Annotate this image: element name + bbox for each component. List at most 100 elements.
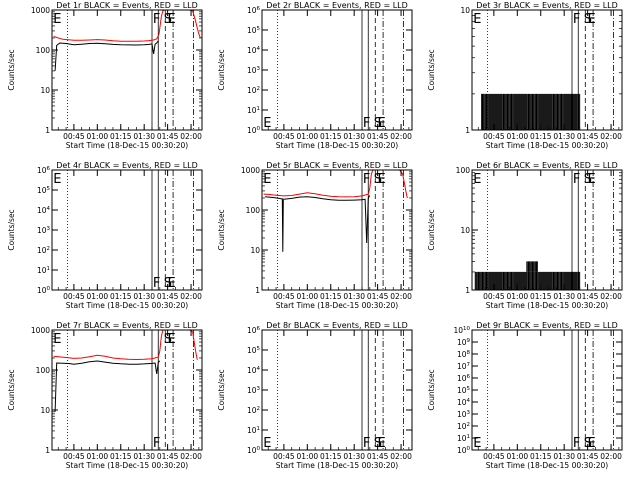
x-tick-label: 01:30 — [553, 132, 575, 141]
y-tick-label: 101 — [457, 434, 470, 443]
event-letter: S — [164, 332, 172, 347]
x-tick-label: 02:00 — [600, 292, 622, 301]
y-tick-label: 1 — [255, 286, 260, 295]
x-tick-label: 02:00 — [180, 132, 202, 141]
panel-det-6: Det 6r BLACK = Events, RED = LLD 1 10 100 00… — [427, 161, 623, 310]
panel-title: Det 3r BLACK = Events, RED = LLD — [476, 1, 618, 10]
event-letter: F — [363, 116, 370, 131]
y-tick-label: 1 — [45, 126, 50, 135]
y-tick-label: 100 — [456, 166, 471, 175]
x-tick-label: 01:30 — [133, 292, 155, 301]
x-tick-label: 01:00 — [507, 292, 529, 301]
panel-det-8: Det 8r BLACK = Events, RED = LLD 100 101 10… — [217, 321, 413, 470]
x-axis-label: Start Time (18-Dec-15 00:30:20) — [276, 141, 398, 150]
event-letter: E — [378, 436, 386, 451]
event-letter: F — [573, 12, 580, 27]
x-tick-label: 01:45 — [157, 452, 179, 461]
y-tick-label: 102 — [457, 422, 470, 431]
x-tick-label: 00:45 — [273, 132, 295, 141]
x-tick-label: 01:45 — [577, 132, 599, 141]
plot-frame — [471, 9, 623, 131]
y-tick-label: 105 — [247, 346, 261, 355]
panel-title: Det 1r BLACK = Events, RED = LLD — [56, 1, 198, 10]
event-letter: F — [363, 436, 370, 451]
event-letter: F — [153, 12, 160, 27]
x-tick-label: 01:00 — [297, 292, 319, 301]
panel-title: Det 9r BLACK = Events, RED = LLD — [476, 321, 618, 330]
event-letter: S — [584, 172, 592, 187]
y-axis-label: Counts/sec — [217, 369, 226, 410]
y-tick-label: 10 — [250, 246, 260, 255]
series-events-spikes — [526, 261, 538, 272]
x-tick-label: 00:45 — [63, 292, 85, 301]
x-tick-label: 00:45 — [63, 452, 85, 461]
x-tick-label: 01:45 — [577, 452, 599, 461]
x-tick-label: 01:00 — [87, 292, 109, 301]
series-lld — [53, 329, 198, 361]
y-tick-label: 1 — [45, 446, 50, 455]
plot-frame — [261, 329, 413, 451]
event-letter: E — [53, 12, 61, 27]
y-tick-label: 103 — [247, 386, 261, 395]
x-tick-label: 01:15 — [320, 292, 342, 301]
series-events-spikes — [481, 93, 581, 130]
event-letter: S — [584, 436, 592, 451]
y-tick-label: 10 — [460, 226, 470, 235]
event-letter: F — [153, 436, 160, 451]
plot-frame — [261, 9, 413, 131]
x-tick-label: 01:30 — [133, 452, 155, 461]
x-tick-label: 01:45 — [367, 452, 389, 461]
y-tick-label: 104 — [457, 398, 471, 407]
series-events — [265, 195, 371, 244]
y-axis-label: Counts/sec — [7, 209, 16, 250]
x-tick-label: 01:00 — [297, 452, 319, 461]
x-axis-label: Start Time (18-Dec-15 00:30:20) — [66, 461, 188, 470]
x-tick-label: 01:15 — [320, 132, 342, 141]
series-events — [54, 360, 161, 412]
event-letter: E — [168, 12, 176, 27]
y-tick-label: 109 — [457, 338, 471, 347]
x-tick-label: 01:45 — [157, 292, 179, 301]
y-axis-label: Counts/sec — [427, 369, 436, 410]
event-letter: E — [168, 332, 176, 347]
event-letter: F — [153, 276, 160, 291]
y-tick-label: 100 — [246, 206, 261, 215]
x-tick-label: 01:15 — [320, 452, 342, 461]
x-axis-label: Start Time (18-Dec-15 00:30:20) — [486, 461, 608, 470]
y-tick-label: 10 — [460, 6, 470, 15]
panel-title: Det 2r BLACK = Events, RED = LLD — [266, 1, 408, 10]
panel-det-1: Det 1r BLACK = Events, RED = LLD 1 10 100 10… — [7, 1, 203, 150]
x-tick-label: 00:45 — [483, 292, 505, 301]
event-letter: E — [263, 116, 271, 131]
y-axis-label: Counts/sec — [7, 369, 16, 410]
panel-title: Det 4r BLACK = Events, RED = LLD — [56, 161, 198, 170]
x-tick-label: 01:30 — [553, 292, 575, 301]
panel-det-4: Det 4r BLACK = Events, RED = LLD 100 101 10… — [7, 161, 203, 310]
y-tick-label: 108 — [457, 350, 471, 359]
plot-frame — [51, 9, 203, 131]
event-letter: E — [588, 172, 596, 187]
panel-det-9: Det 9r BLACK = Events, RED = LLD 100 101 10… — [427, 321, 623, 470]
y-tick-label: 106 — [247, 6, 261, 15]
y-tick-label: 100 — [247, 126, 261, 135]
event-letter: E — [378, 172, 386, 187]
panel-det-7: Det 7r BLACK = Events, RED = LLD 1 10 100 10… — [7, 321, 203, 470]
y-tick-label: 100 — [457, 446, 471, 455]
x-axis-label: Start Time (18-Dec-15 00:30:20) — [486, 141, 608, 150]
event-letter: E — [473, 436, 481, 451]
x-tick-label: 01:00 — [87, 132, 109, 141]
x-tick-label: 02:00 — [600, 452, 622, 461]
x-tick-label: 01:15 — [110, 292, 132, 301]
x-tick-label: 01:30 — [553, 452, 575, 461]
event-letter: E — [53, 172, 61, 187]
event-letter: E — [588, 12, 596, 27]
y-axis-label: Counts/sec — [7, 49, 16, 90]
x-tick-label: 00:45 — [483, 132, 505, 141]
x-tick-label: 01:15 — [530, 132, 552, 141]
x-axis-label: Start Time (18-Dec-15 00:30:20) — [276, 461, 398, 470]
series-events — [54, 40, 159, 71]
event-letter: E — [588, 436, 596, 451]
y-tick-label: 100 — [37, 286, 51, 295]
panel-title: Det 8r BLACK = Events, RED = LLD — [266, 321, 408, 330]
y-tick-label: 100 — [36, 46, 51, 55]
